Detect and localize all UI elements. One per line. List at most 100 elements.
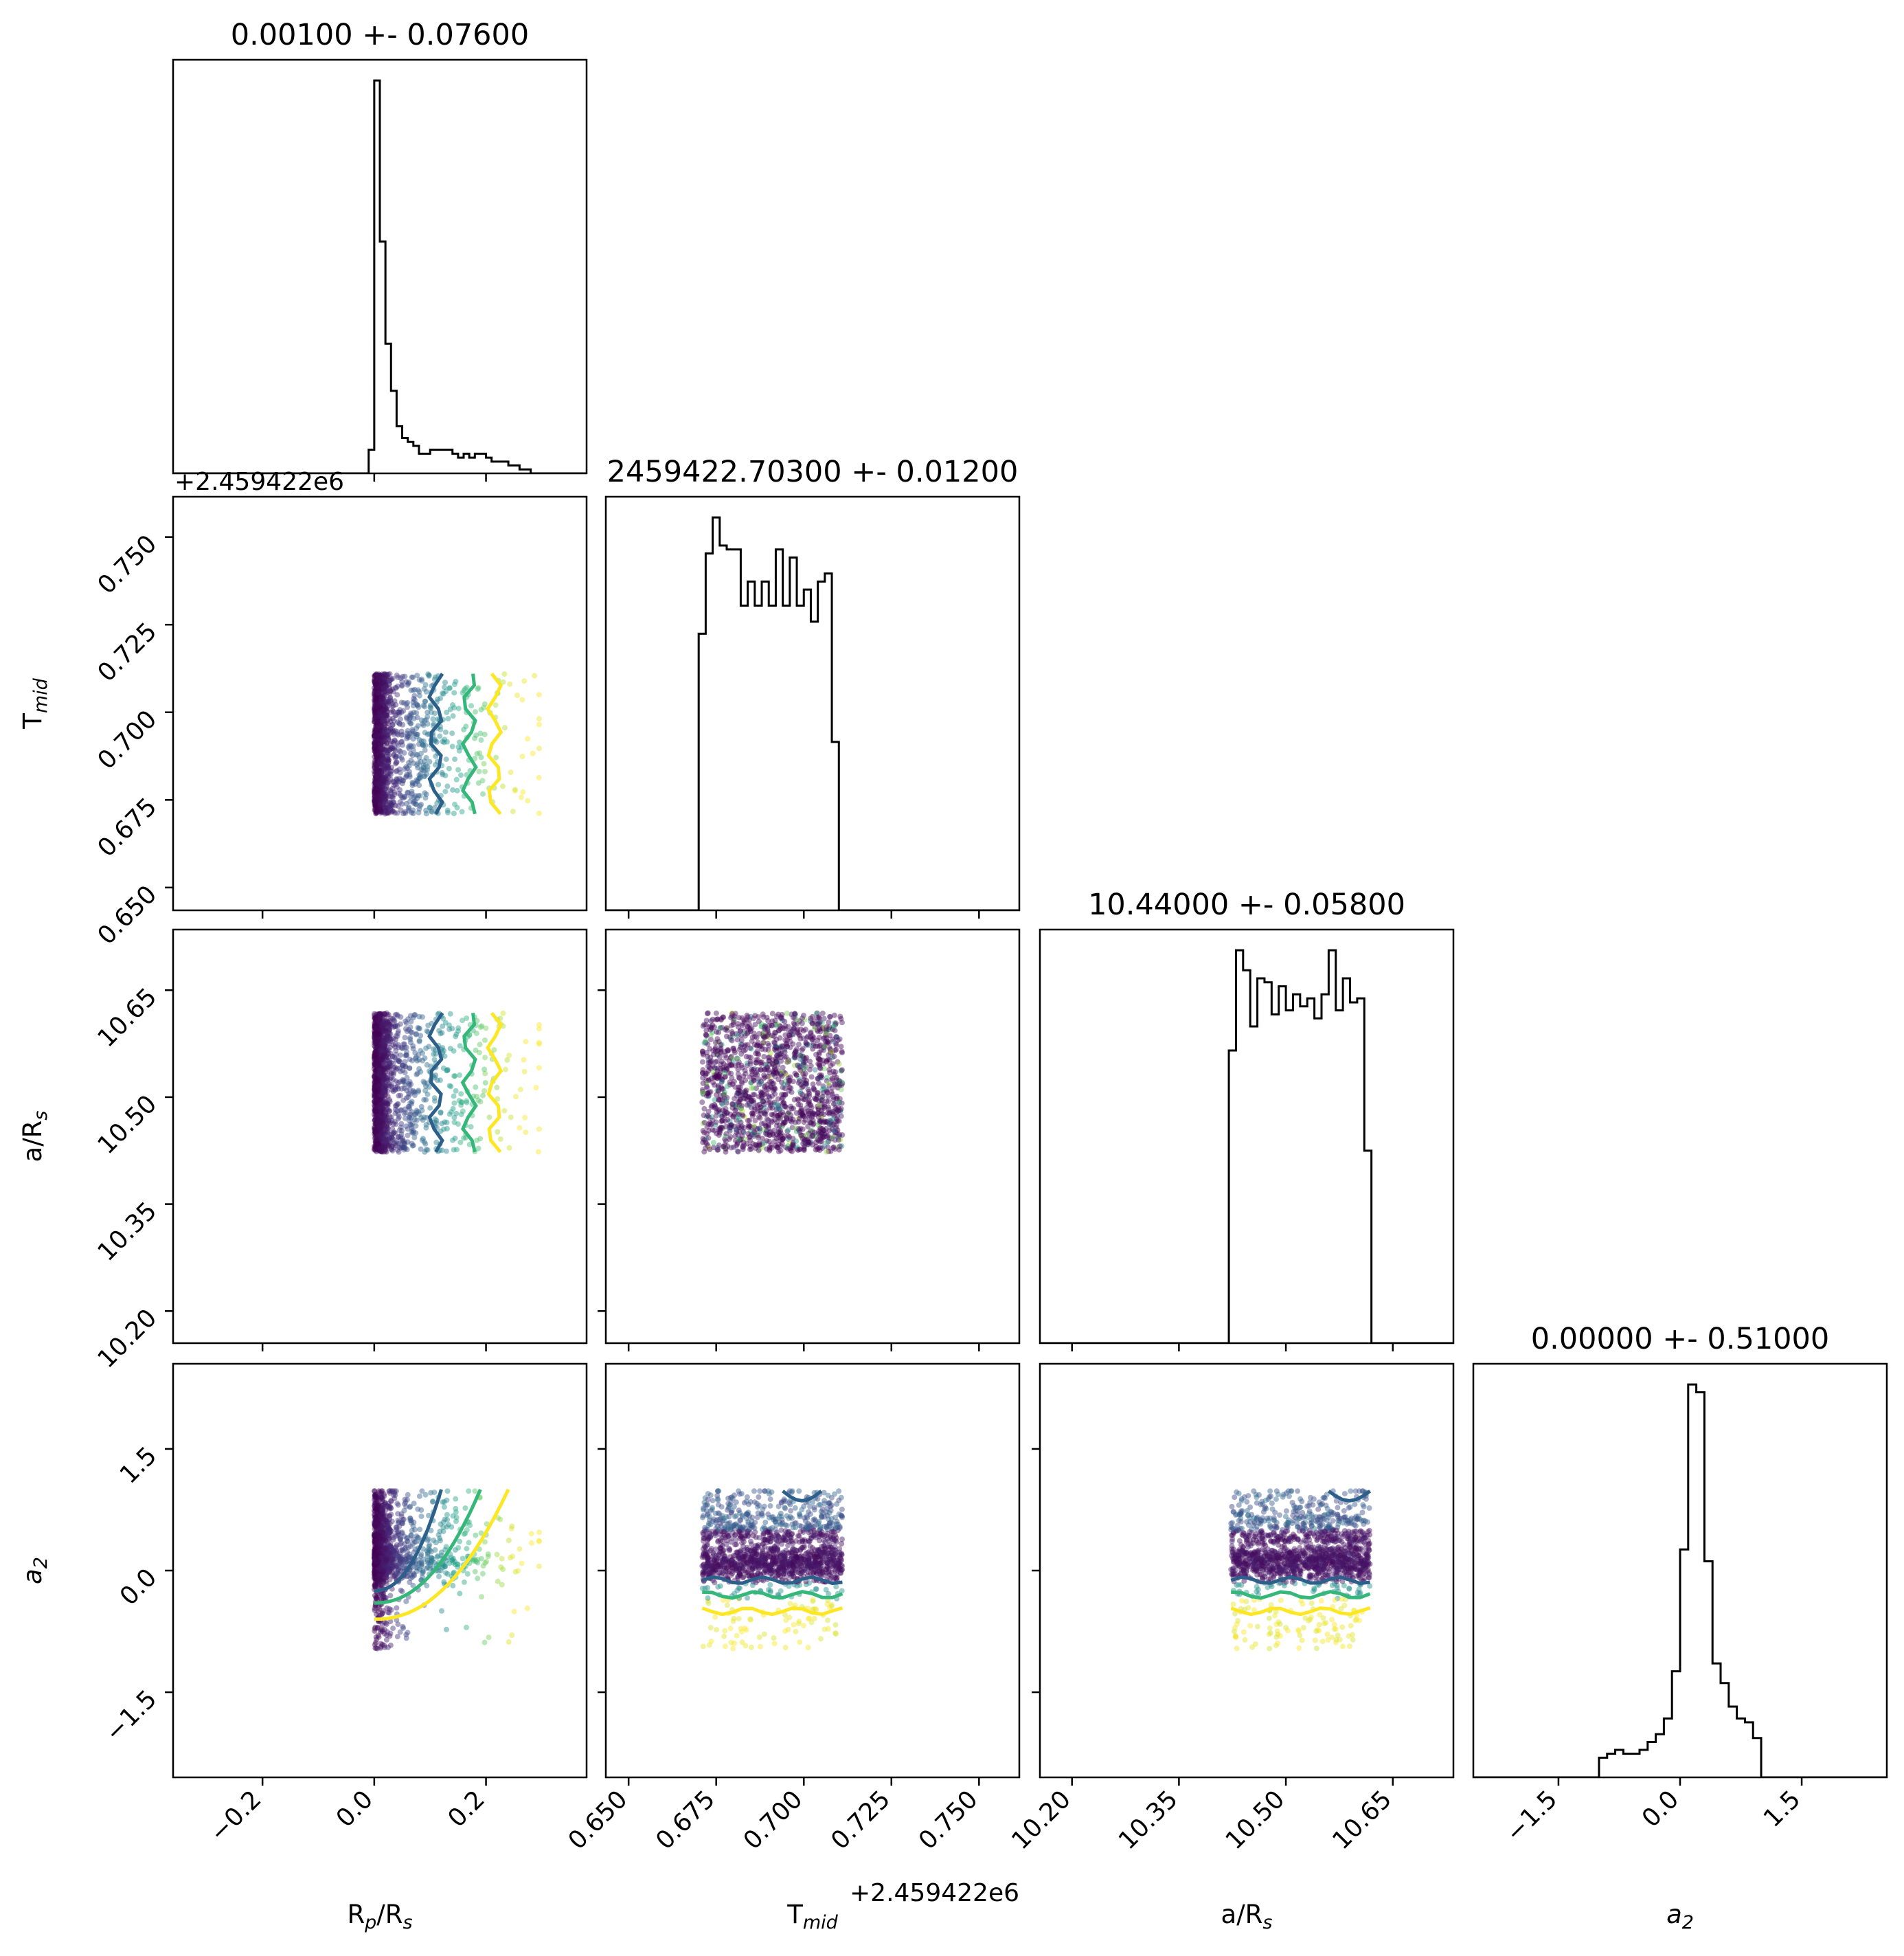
sample-point	[788, 1085, 794, 1091]
sample-point	[372, 1083, 378, 1089]
sample-point	[747, 1026, 753, 1032]
sample-point	[796, 1076, 802, 1082]
sample-point	[777, 1035, 783, 1041]
sample-point	[786, 1028, 792, 1034]
sample-point	[373, 1130, 379, 1136]
sample-point	[375, 688, 381, 695]
sample-point	[374, 696, 380, 702]
sample-point	[771, 1046, 778, 1053]
sample-point	[371, 740, 377, 746]
sample-point	[706, 1090, 712, 1096]
sample-point	[376, 677, 383, 683]
sample-point	[744, 1012, 750, 1018]
sample-point	[375, 694, 381, 700]
sample-point	[800, 1071, 806, 1077]
sample-point	[375, 1042, 381, 1048]
sample-point	[740, 1143, 745, 1149]
sample-point	[372, 1116, 378, 1122]
sample-point	[375, 741, 381, 747]
sample-point	[374, 1090, 380, 1097]
sample-point	[808, 1029, 814, 1035]
sample-point	[773, 1036, 780, 1042]
sample-point	[394, 729, 400, 735]
sample-point	[381, 1493, 387, 1499]
sample-point	[392, 747, 398, 754]
sample-point	[383, 676, 389, 682]
sample-point	[372, 727, 378, 733]
sample-point	[378, 781, 385, 787]
sample-point	[777, 1044, 783, 1050]
sample-point	[381, 1081, 387, 1088]
sample-point	[810, 1133, 815, 1139]
sample-point	[462, 686, 468, 692]
sample-point	[373, 710, 379, 715]
sample-point	[439, 1147, 445, 1154]
sample-point	[374, 709, 381, 715]
sample-point	[372, 1087, 378, 1093]
sample-point	[762, 1130, 769, 1136]
sample-point	[755, 1050, 761, 1057]
sample-point	[372, 1497, 378, 1503]
sample-point	[388, 802, 394, 808]
sample-point	[381, 686, 387, 692]
sample-point	[420, 1136, 426, 1142]
sample-point	[378, 1069, 384, 1075]
sample-point	[385, 1101, 391, 1107]
sample-point	[379, 1535, 385, 1541]
sample-point	[376, 1132, 382, 1138]
sample-point	[718, 1118, 725, 1125]
sample-point	[374, 1516, 380, 1522]
sample-point	[835, 1037, 841, 1044]
sample-point	[704, 1011, 710, 1017]
sample-point	[372, 1093, 377, 1099]
sample-point	[382, 675, 388, 682]
sample-point	[383, 699, 389, 705]
sample-point	[374, 748, 380, 754]
sample-point	[762, 1083, 768, 1090]
sample-point	[412, 781, 418, 787]
sample-point	[381, 679, 387, 685]
sample-point	[378, 1020, 383, 1026]
sample-point	[835, 1137, 841, 1143]
sample-point	[373, 1514, 379, 1520]
sample-point	[773, 1013, 780, 1020]
sample-point	[416, 1052, 422, 1058]
sample-point	[376, 1572, 382, 1578]
sample-point	[824, 1087, 830, 1093]
sample-point	[374, 792, 381, 798]
sample-point	[379, 1610, 385, 1616]
sample-point	[808, 1138, 814, 1145]
sample-point	[399, 780, 405, 787]
sample-point	[383, 679, 388, 685]
sample-point	[800, 1053, 806, 1059]
sample-point	[373, 1594, 379, 1600]
sample-point	[376, 753, 383, 759]
sample-point	[374, 701, 380, 707]
sample-point	[705, 1092, 712, 1099]
sample-point	[757, 1108, 763, 1114]
sample-point	[385, 1033, 391, 1038]
sample-point	[742, 1096, 748, 1102]
sample-point	[432, 710, 438, 717]
sample-point	[374, 1075, 381, 1081]
sample-point	[374, 699, 380, 706]
sample-point	[754, 1103, 760, 1109]
sample-point	[372, 787, 378, 794]
sample-point	[387, 1057, 393, 1064]
sample-point	[379, 1143, 385, 1149]
sample-point	[374, 1057, 380, 1063]
sample-point	[377, 1088, 383, 1093]
sample-point	[782, 1119, 788, 1125]
sample-point	[375, 1026, 381, 1032]
sample-point	[376, 1524, 383, 1530]
sample-point	[815, 1043, 821, 1049]
sample-point	[835, 1085, 841, 1091]
sample-point	[725, 1047, 731, 1053]
sample-point	[723, 1146, 729, 1152]
sample-point	[776, 1130, 782, 1136]
sample-point	[833, 1047, 839, 1053]
sample-point	[393, 712, 399, 719]
sample-point	[387, 1520, 393, 1527]
sample-point	[809, 1036, 815, 1042]
sample-point	[806, 1042, 813, 1048]
